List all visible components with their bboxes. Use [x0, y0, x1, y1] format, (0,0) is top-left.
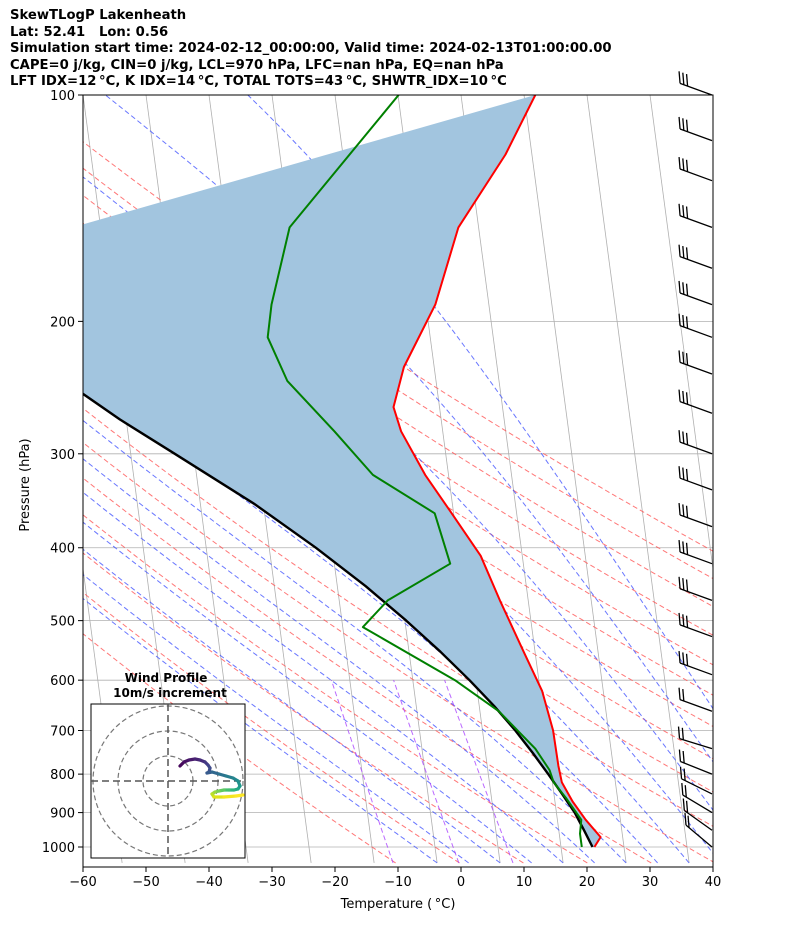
chart-header: SkewTLogP Lakenheath Lat: 52.41 Lon: 0.56…	[10, 8, 612, 91]
y-tick-label: 600	[50, 674, 75, 689]
mixing-ratio-line	[444, 680, 514, 864]
inset-title: Wind Profile	[125, 671, 208, 685]
moist-adiabat-line	[83, 548, 501, 864]
x-tick-label: 10	[516, 875, 533, 890]
moist-adiabat-line	[247, 95, 713, 710]
wind-barb	[678, 116, 713, 142]
wind-barb	[681, 783, 713, 814]
y-axis-label: Pressure (hPa)	[18, 438, 33, 531]
y-tick-label: 300	[50, 448, 75, 463]
wind-barb	[684, 813, 713, 848]
wind-barb	[678, 244, 713, 269]
x-tick-label: 20	[579, 875, 596, 890]
moist-adiabat-line	[83, 458, 595, 864]
hodograph-segment	[234, 793, 245, 798]
y-tick-label: 500	[50, 615, 75, 630]
y-tick-label: 400	[50, 542, 75, 557]
chart-title: SkewTLogP Lakenheath	[10, 8, 187, 23]
x-tick-label: 30	[642, 875, 659, 890]
wind-barb	[679, 766, 713, 795]
dry-adiabat-line	[83, 477, 652, 864]
wind-barb	[678, 749, 713, 775]
wind-barb	[678, 203, 713, 229]
axes: −60 −50 −40 −30 −20 −10 0 10 20 30 40 100 200 300 400 5…	[18, 89, 721, 912]
y-tick-label: 200	[50, 315, 75, 330]
time-line: Simulation start time: 2024-02-12_00:00:…	[10, 41, 612, 56]
wind-barb	[678, 389, 713, 414]
x-tick-label: −20	[321, 875, 348, 890]
dry-adiabat-line	[83, 441, 713, 863]
wind-barb	[678, 687, 713, 712]
isotherm-line	[712, 95, 713, 99]
x-tick-label: 40	[705, 875, 722, 890]
x-tick-label: −30	[258, 875, 285, 890]
dry-adiabat-line	[83, 591, 460, 864]
y-tick-label: 900	[50, 807, 75, 822]
x-tick-label: −60	[69, 875, 96, 890]
moist-adiabat-line	[83, 597, 438, 864]
inset-subtitle: 10m/s increment	[113, 686, 227, 700]
isotherm-line	[649, 95, 713, 572]
x-tick-label: 0	[457, 875, 465, 890]
dry-adiabat-line	[83, 514, 588, 864]
wind-barb	[678, 576, 713, 602]
x-tick-label: −40	[195, 875, 222, 890]
y-tick-label: 1000	[42, 841, 75, 856]
location-line: Lat: 52.41 Lon: 0.56	[10, 24, 169, 40]
wind-barb	[677, 726, 713, 750]
y-tick-label: 800	[50, 768, 75, 783]
wind-barb	[678, 313, 713, 338]
wind-barb	[678, 650, 713, 676]
temperature-line	[392, 95, 602, 848]
hodograph-segment	[222, 794, 238, 799]
wind-barb	[682, 798, 713, 831]
wind-barb	[678, 156, 713, 182]
x-axis-label: Temperature ( °C)	[340, 897, 456, 912]
moist-adiabat-line	[83, 573, 469, 864]
profile-series	[83, 95, 602, 848]
moist-adiabat-line	[105, 95, 713, 763]
cape-line: CAPE=0 j/kg, CIN=0 j/kg, LCL=970 hPa, LF…	[10, 57, 504, 73]
x-tick-label: −50	[132, 875, 159, 890]
wind-barb	[678, 539, 713, 565]
isotherm-line	[523, 95, 627, 863]
moist-adiabat-line	[83, 491, 564, 864]
mixing-ratio-line	[330, 680, 394, 864]
dewpoint-line	[266, 95, 583, 848]
cape-cin-fill	[83, 95, 601, 847]
wind-barb	[678, 612, 713, 638]
dry-adiabat-line	[83, 141, 713, 552]
y-tick-label: 700	[50, 725, 75, 740]
wind-barb	[678, 502, 713, 528]
index-line: LFT IDX=12 °C, K IDX=14 °C, TOTAL TOTS=4…	[10, 74, 507, 89]
isotherm-line	[586, 95, 690, 863]
y-tick-label: 100	[50, 89, 75, 104]
mixing-ratio-line	[393, 680, 460, 864]
x-tick-label: −10	[384, 875, 411, 890]
dry-adiabat-line	[83, 407, 713, 827]
wind-barb	[678, 350, 713, 375]
wind-barb	[678, 280, 713, 306]
wind-barb	[678, 71, 713, 96]
wind-barbs	[677, 71, 713, 848]
wind-barb	[678, 466, 713, 491]
mixing-ratio-lines	[330, 680, 514, 864]
wind-barb	[678, 430, 713, 455]
